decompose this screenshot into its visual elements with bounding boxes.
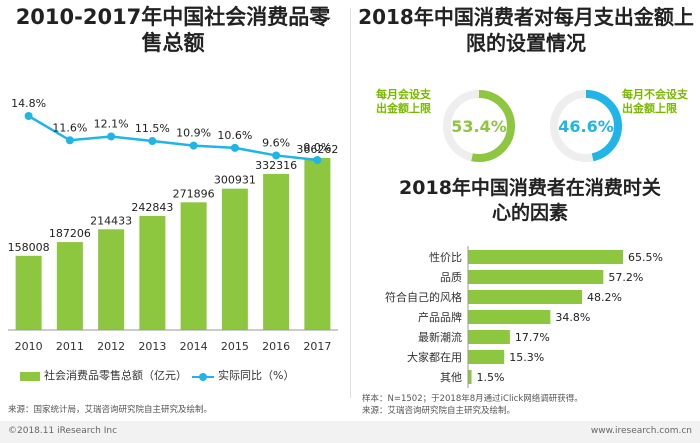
bar-label-2017: 366262: [296, 143, 338, 156]
factor-value-1: 65.5%: [628, 251, 663, 264]
growth-point-2014: [189, 141, 198, 150]
left-chart-title: 2010-2017年中国社会消费品零售总额: [15, 5, 331, 55]
left-source-note: 来源：国家统计局，艾瑞咨询研究院自主研究及绘制。: [8, 405, 213, 415]
copyright-text: ©2018.11 iResearch Inc: [8, 426, 118, 436]
factor-value-5: 17.7%: [515, 331, 550, 344]
growth-point-2016: [272, 151, 281, 160]
x-tick-2013: 2013: [138, 340, 166, 353]
factor-label-2: 品质: [440, 271, 462, 284]
growth-point-2013: [148, 137, 157, 146]
donut-arc-2: [550, 90, 622, 162]
donut-label-nolimit: 每月不会设支出金额上限: [622, 88, 688, 115]
growth-point-2017: [313, 156, 322, 164]
growth-label-2014: 10.9%: [176, 127, 211, 140]
factor-bar-4: [468, 310, 551, 324]
legend-bar: 社会消费品零售总额（亿元）: [20, 367, 187, 383]
growth-label-2017: 9.0%: [303, 141, 331, 154]
factor-label-6: 大家都在用: [407, 350, 462, 364]
factor-bar-2: [468, 270, 604, 284]
donut-label-limit: 每月会设支出金额上限: [376, 88, 431, 115]
bar-2017: [304, 158, 331, 330]
legend-bar-swatch: [20, 371, 40, 381]
factor-bar-1: [468, 250, 623, 264]
factor-bar-7: [468, 370, 472, 384]
bar-2013: [139, 215, 166, 330]
legend-bar-label: 社会消费品零售总额（亿元）: [44, 369, 187, 382]
growth-label-2015: 10.6%: [217, 129, 252, 142]
factor-bar-3: [468, 290, 583, 304]
factor-value-3: 48.2%: [587, 291, 622, 304]
factor-value-2: 57.2%: [608, 271, 643, 284]
factor-value-4: 34.8%: [555, 311, 590, 324]
factor-label-7: 其他: [440, 371, 462, 384]
bar-2010: [15, 255, 42, 330]
bar-2011: [56, 242, 83, 330]
factors-bar-chart: 性价比 65.5% 品质 57.2% 符合自己的风格 48.2% 产品品牌 34.8% 最新潮流…: [385, 246, 663, 388]
bar-2015: [221, 188, 248, 330]
factor-bar-5: [468, 330, 510, 344]
divider: [350, 8, 351, 398]
factors-chart-title: 2018年中国消费者在消费时关心的因素: [399, 177, 661, 224]
x-tick-2010: 2010: [15, 340, 43, 353]
legend-line-label: 实际同比（%）: [218, 369, 295, 382]
factor-label-4: 产品品牌: [418, 310, 462, 324]
growth-label-2013: 11.5%: [135, 122, 170, 135]
bar-label-2016: 332316: [255, 159, 297, 172]
factor-bar-6: [468, 350, 505, 364]
growth-label-2012: 12.1%: [94, 117, 129, 130]
growth-label-2010: 14.8%: [11, 97, 46, 110]
growth-point-2010: [24, 112, 33, 120]
website-text: www.iresearch.com.cn: [590, 426, 692, 436]
growth-point-2011: [65, 136, 74, 145]
x-tick-2014: 2014: [180, 340, 208, 353]
bar-label-2015: 300931: [214, 174, 256, 187]
legend-line-swatch: [192, 372, 214, 381]
bar-2014: [180, 202, 207, 330]
growth-label-2016: 9.6%: [262, 136, 290, 149]
bar-label-2010: 158008: [8, 241, 50, 254]
donut-value-1: 53.4%: [451, 117, 507, 136]
factor-label-1: 性价比: [429, 250, 462, 264]
bar-label-2013: 242843: [131, 201, 173, 214]
bar-label-2012: 214433: [90, 214, 132, 227]
spending-limit-donuts: 53.4% 46.6%: [443, 90, 622, 162]
growth-label-2011: 11.6%: [52, 121, 87, 134]
growth-line: [27, 114, 318, 162]
factor-value-7: 1.5%: [477, 371, 505, 384]
x-tick-2012: 2012: [97, 340, 125, 353]
footer-bar: [0, 421, 700, 443]
sample-note: 样本：N=1502；于2018年8月通过iClick网络调研获得。: [362, 394, 583, 404]
donut-chart-title: 2018年中国消费者对每月支出金额上限的设置情况: [358, 5, 694, 55]
factor-value-6: 15.3%: [509, 351, 544, 364]
x-tick-2011: 2011: [56, 340, 84, 353]
bar-2016: [263, 173, 290, 330]
factor-label-3: 符合自己的风格: [385, 290, 462, 304]
donut-value-2: 46.6%: [558, 117, 614, 136]
bar-2012: [98, 229, 125, 330]
x-tick-2015: 2015: [221, 340, 249, 353]
bar-label-2011: 187206: [49, 227, 91, 240]
growth-point-2012: [107, 132, 116, 141]
growth-point-2015: [230, 143, 239, 152]
bar-label-2014: 271896: [173, 187, 215, 200]
x-tick-2017: 2017: [303, 340, 331, 353]
legend-line: 实际同比（%）: [192, 367, 294, 383]
retail-sales-chart: 158008 2010 187206 2011 214433 2012 242843 2013…: [8, 97, 339, 353]
factor-label-5: 最新潮流: [418, 330, 462, 344]
donut-arc-1: [443, 90, 515, 162]
right-source-note: 来源：艾瑞咨询研究院自主研究及绘制。: [362, 406, 516, 416]
x-tick-2016: 2016: [262, 340, 290, 353]
